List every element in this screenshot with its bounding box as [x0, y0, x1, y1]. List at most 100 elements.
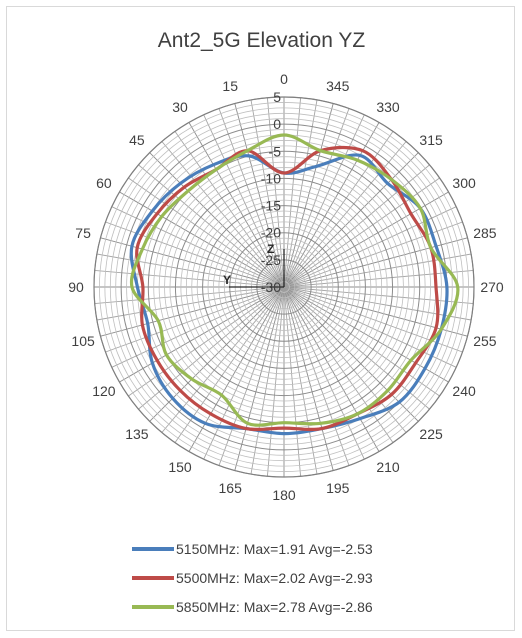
angular-gridline [266, 97, 285, 288]
radial-gridline [158, 161, 410, 413]
angular-gridline [94, 286, 285, 305]
radial-gridline [218, 221, 350, 353]
polar-boundary [93, 96, 475, 478]
angular-gridline [283, 286, 365, 460]
radial-gridline [174, 177, 394, 397]
radial-gridline [180, 183, 388, 391]
angular-gridline [203, 114, 285, 288]
angular-tick-label: 90 [68, 279, 84, 295]
radial-gridline [104, 107, 464, 467]
angular-gridline [149, 152, 285, 288]
angular-gridline [234, 286, 285, 471]
angular-gridline [94, 269, 285, 288]
angular-gridline [283, 141, 407, 288]
angular-tick-label: 45 [129, 132, 145, 148]
angular-gridline [283, 269, 474, 288]
angular-gridline [218, 286, 285, 466]
angular-gridline [283, 286, 457, 368]
radial-gridline [164, 167, 404, 407]
angular-tick-label: 30 [172, 99, 188, 115]
radial-gridline [223, 226, 345, 348]
angular-tick-label: 285 [473, 225, 497, 241]
angular-gridline [96, 286, 285, 321]
angular-gridline [283, 99, 318, 288]
angular-gridline [283, 286, 334, 471]
radial-gridline [213, 216, 355, 358]
angular-gridline [266, 286, 285, 477]
angular-gridline [283, 114, 365, 288]
angular-gridline [283, 177, 440, 288]
legend-item-5150: 5150MHz: Max=1.91 Avg=-2.53 [132, 534, 373, 563]
angular-gridline [283, 286, 318, 475]
angular-tick-label: 315 [419, 132, 443, 148]
legend: 5150MHz: Max=1.91 Avg=-2.53 5500MHz: Max… [132, 534, 373, 621]
legend-swatch-5150 [132, 546, 174, 551]
legend-label-5150: 5150MHz: Max=1.91 Avg=-2.53 [176, 540, 373, 557]
series-line-5500mhz [135, 145, 440, 432]
angular-tick-label: 210 [376, 459, 400, 475]
angular-tick-label: 300 [452, 175, 476, 191]
radial-tick-label: -20 [261, 225, 281, 241]
angular-gridline [283, 152, 419, 288]
angular-gridline [138, 164, 285, 288]
radial-gridline [99, 102, 469, 472]
angular-tick-label: 0 [280, 71, 288, 87]
angular-tick-label: 270 [480, 279, 504, 295]
radial-tick-label: -5 [269, 143, 282, 159]
radial-tick-label: 0 [273, 116, 281, 132]
angular-tick-label: 345 [326, 78, 350, 94]
angular-gridline [283, 286, 430, 410]
angular-tick-label: 240 [452, 383, 476, 399]
angular-gridline [283, 164, 430, 288]
legend-item-5850: 5850MHz: Max=2.78 Avg=-2.86 [132, 592, 373, 621]
angular-tick-label: 75 [75, 225, 91, 241]
chart-frame: Ant2_5G Elevation YZ Z Y 5 0 -5 -10 -15 -20 -25 -… [6, 6, 515, 631]
angular-gridline [96, 253, 285, 288]
angular-gridline [161, 141, 285, 288]
radial-gridline [185, 188, 383, 386]
angular-gridline [203, 286, 285, 460]
angular-gridline [111, 206, 285, 288]
series-line-5850mhz [129, 133, 460, 427]
angular-gridline [188, 122, 285, 288]
angular-tick-label: 330 [376, 99, 400, 115]
angular-tick-label: 225 [419, 426, 443, 442]
legend-swatch-5500 [132, 575, 174, 580]
radial-gridline [207, 210, 361, 364]
z-axis-label: Z [267, 242, 274, 256]
radial-tick-label: -15 [261, 198, 281, 214]
angular-gridline [218, 108, 285, 288]
radial-gridline [115, 118, 453, 456]
angular-gridline [105, 221, 285, 288]
polar-chart: Z Y 5 0 -5 -10 -15 -20 -25 -30 0 15 30 45 60 75 90 105 120… [68, 71, 504, 503]
radial-gridline [191, 194, 377, 380]
radial-tick-label: -30 [261, 279, 281, 295]
angular-gridline [128, 286, 285, 397]
angular-gridline [283, 286, 302, 477]
angular-gridline [283, 97, 302, 288]
radial-gridline [202, 205, 366, 369]
legend-label-5850: 5850MHz: Max=2.78 Avg=-2.86 [176, 598, 373, 615]
angular-gridline [283, 103, 334, 288]
angular-tick-label: 255 [473, 333, 497, 349]
legend-item-5500: 5500MHz: Max=2.02 Avg=-2.93 [132, 563, 373, 592]
angular-tick-label: 105 [71, 333, 95, 349]
angular-gridline [119, 191, 285, 288]
radial-gridline [196, 199, 372, 375]
angular-gridline [283, 286, 394, 443]
angular-tick-label: 165 [219, 480, 243, 496]
chart-title: Ant2_5G Elevation YZ [157, 29, 366, 52]
angular-gridline [283, 286, 440, 397]
angular-gridline [283, 286, 419, 422]
angular-tick-label: 60 [96, 175, 112, 191]
legend-label-5500: 5500MHz: Max=2.02 Avg=-2.93 [176, 569, 373, 586]
angular-tick-label: 180 [272, 487, 296, 503]
angular-gridline [138, 286, 285, 410]
angular-tick-label: 195 [326, 480, 350, 496]
radial-gridline [126, 129, 442, 445]
angular-gridline [174, 131, 285, 288]
radial-tick-label: 5 [273, 89, 281, 105]
y-axis-label: Y [223, 273, 231, 287]
angular-gridline [283, 286, 472, 321]
angular-tick-label: 15 [222, 78, 238, 94]
